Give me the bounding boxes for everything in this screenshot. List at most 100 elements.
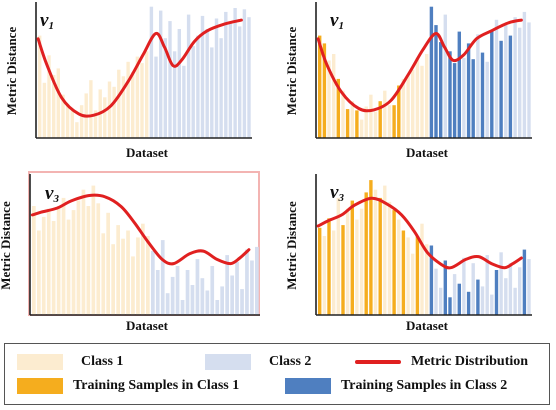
variable-subscript: 1 (338, 20, 344, 32)
bar (425, 244, 429, 315)
bar (499, 40, 503, 138)
y-axis-title: Metric Distance (284, 27, 299, 116)
bar (37, 230, 41, 315)
bar (240, 289, 244, 315)
bar (135, 56, 140, 138)
legend-swatch-class1 (17, 354, 63, 370)
bar (406, 75, 410, 138)
chart-panel-top-right: v1 Metric Distance Dataset (284, 2, 532, 160)
bar (163, 38, 167, 139)
bar (185, 270, 190, 315)
legend-swatch-metric (355, 360, 401, 364)
chart-panel-bottom-right: v3 Metric Distance Dataset (284, 174, 532, 333)
bar (230, 275, 234, 315)
bar (397, 219, 401, 315)
bar (513, 17, 517, 139)
bar (210, 266, 215, 315)
chart-panel-bottom-left: v3 Metric Distance Dataset (0, 171, 260, 333)
legend-item-class2: Class 2 (205, 352, 311, 372)
legend-label-class1: Class 1 (81, 354, 124, 369)
bar (494, 19, 499, 138)
bar (106, 212, 110, 315)
bar (151, 251, 155, 315)
bar (56, 206, 61, 315)
bar (205, 29, 209, 138)
bar (508, 263, 513, 315)
bar (322, 43, 327, 138)
bar (397, 85, 401, 138)
bar (220, 286, 224, 315)
bar (235, 261, 239, 315)
y-axis-title: Metric Distance (284, 201, 299, 290)
bar (443, 260, 447, 315)
bar (429, 6, 434, 139)
bar (101, 233, 106, 315)
bar (332, 54, 336, 138)
bar (112, 86, 116, 138)
bar (452, 63, 457, 138)
bar (81, 189, 86, 315)
bar (322, 236, 327, 315)
metric-curve (316, 18, 523, 113)
y-axis-title: Metric Distance (0, 201, 13, 290)
metric-curve (36, 18, 243, 118)
bar (224, 11, 228, 138)
variable-subscript: 3 (337, 192, 344, 204)
bar (364, 106, 368, 138)
bar (369, 180, 373, 315)
bar (196, 35, 200, 138)
bar (149, 6, 154, 139)
bar (434, 25, 438, 139)
bar (177, 29, 181, 138)
bar (499, 252, 503, 315)
bar (327, 218, 331, 315)
bar (466, 43, 471, 138)
bar (480, 286, 485, 315)
bar (466, 291, 471, 315)
bar (378, 197, 382, 315)
metric-curve (30, 193, 251, 266)
bar (42, 82, 47, 138)
bar (51, 221, 56, 315)
bar (392, 105, 396, 138)
bar (387, 105, 392, 138)
bar (504, 278, 508, 315)
variable-symbol: v (40, 10, 49, 31)
bar (155, 270, 160, 315)
bar (392, 210, 396, 315)
bar (225, 255, 229, 315)
bar (471, 263, 475, 315)
bar (415, 236, 420, 315)
bar (195, 259, 200, 315)
bar (383, 185, 387, 315)
bar (341, 225, 345, 315)
bar (439, 42, 443, 138)
bar (66, 219, 71, 315)
bar (56, 68, 60, 138)
bar (172, 51, 177, 138)
bar (527, 22, 531, 138)
bar (200, 278, 205, 315)
bar (186, 14, 191, 139)
bar (494, 270, 499, 315)
variable-subscript: 1 (48, 20, 54, 32)
bar (476, 279, 480, 315)
bar (175, 266, 180, 315)
bar (485, 255, 489, 315)
bar (121, 76, 126, 138)
bar (420, 65, 424, 138)
bar (61, 94, 65, 138)
bar (364, 192, 368, 315)
bar (107, 81, 112, 138)
bar (373, 189, 378, 315)
bar (355, 219, 359, 315)
variable-symbol: v (330, 10, 339, 31)
bar (401, 230, 406, 315)
bar (485, 61, 489, 138)
bar (32, 206, 36, 315)
legend-item-training2: Training Samples in Class 2 (285, 376, 507, 396)
bar (180, 300, 185, 315)
variable-symbol: v (330, 182, 339, 203)
bar (518, 27, 522, 139)
